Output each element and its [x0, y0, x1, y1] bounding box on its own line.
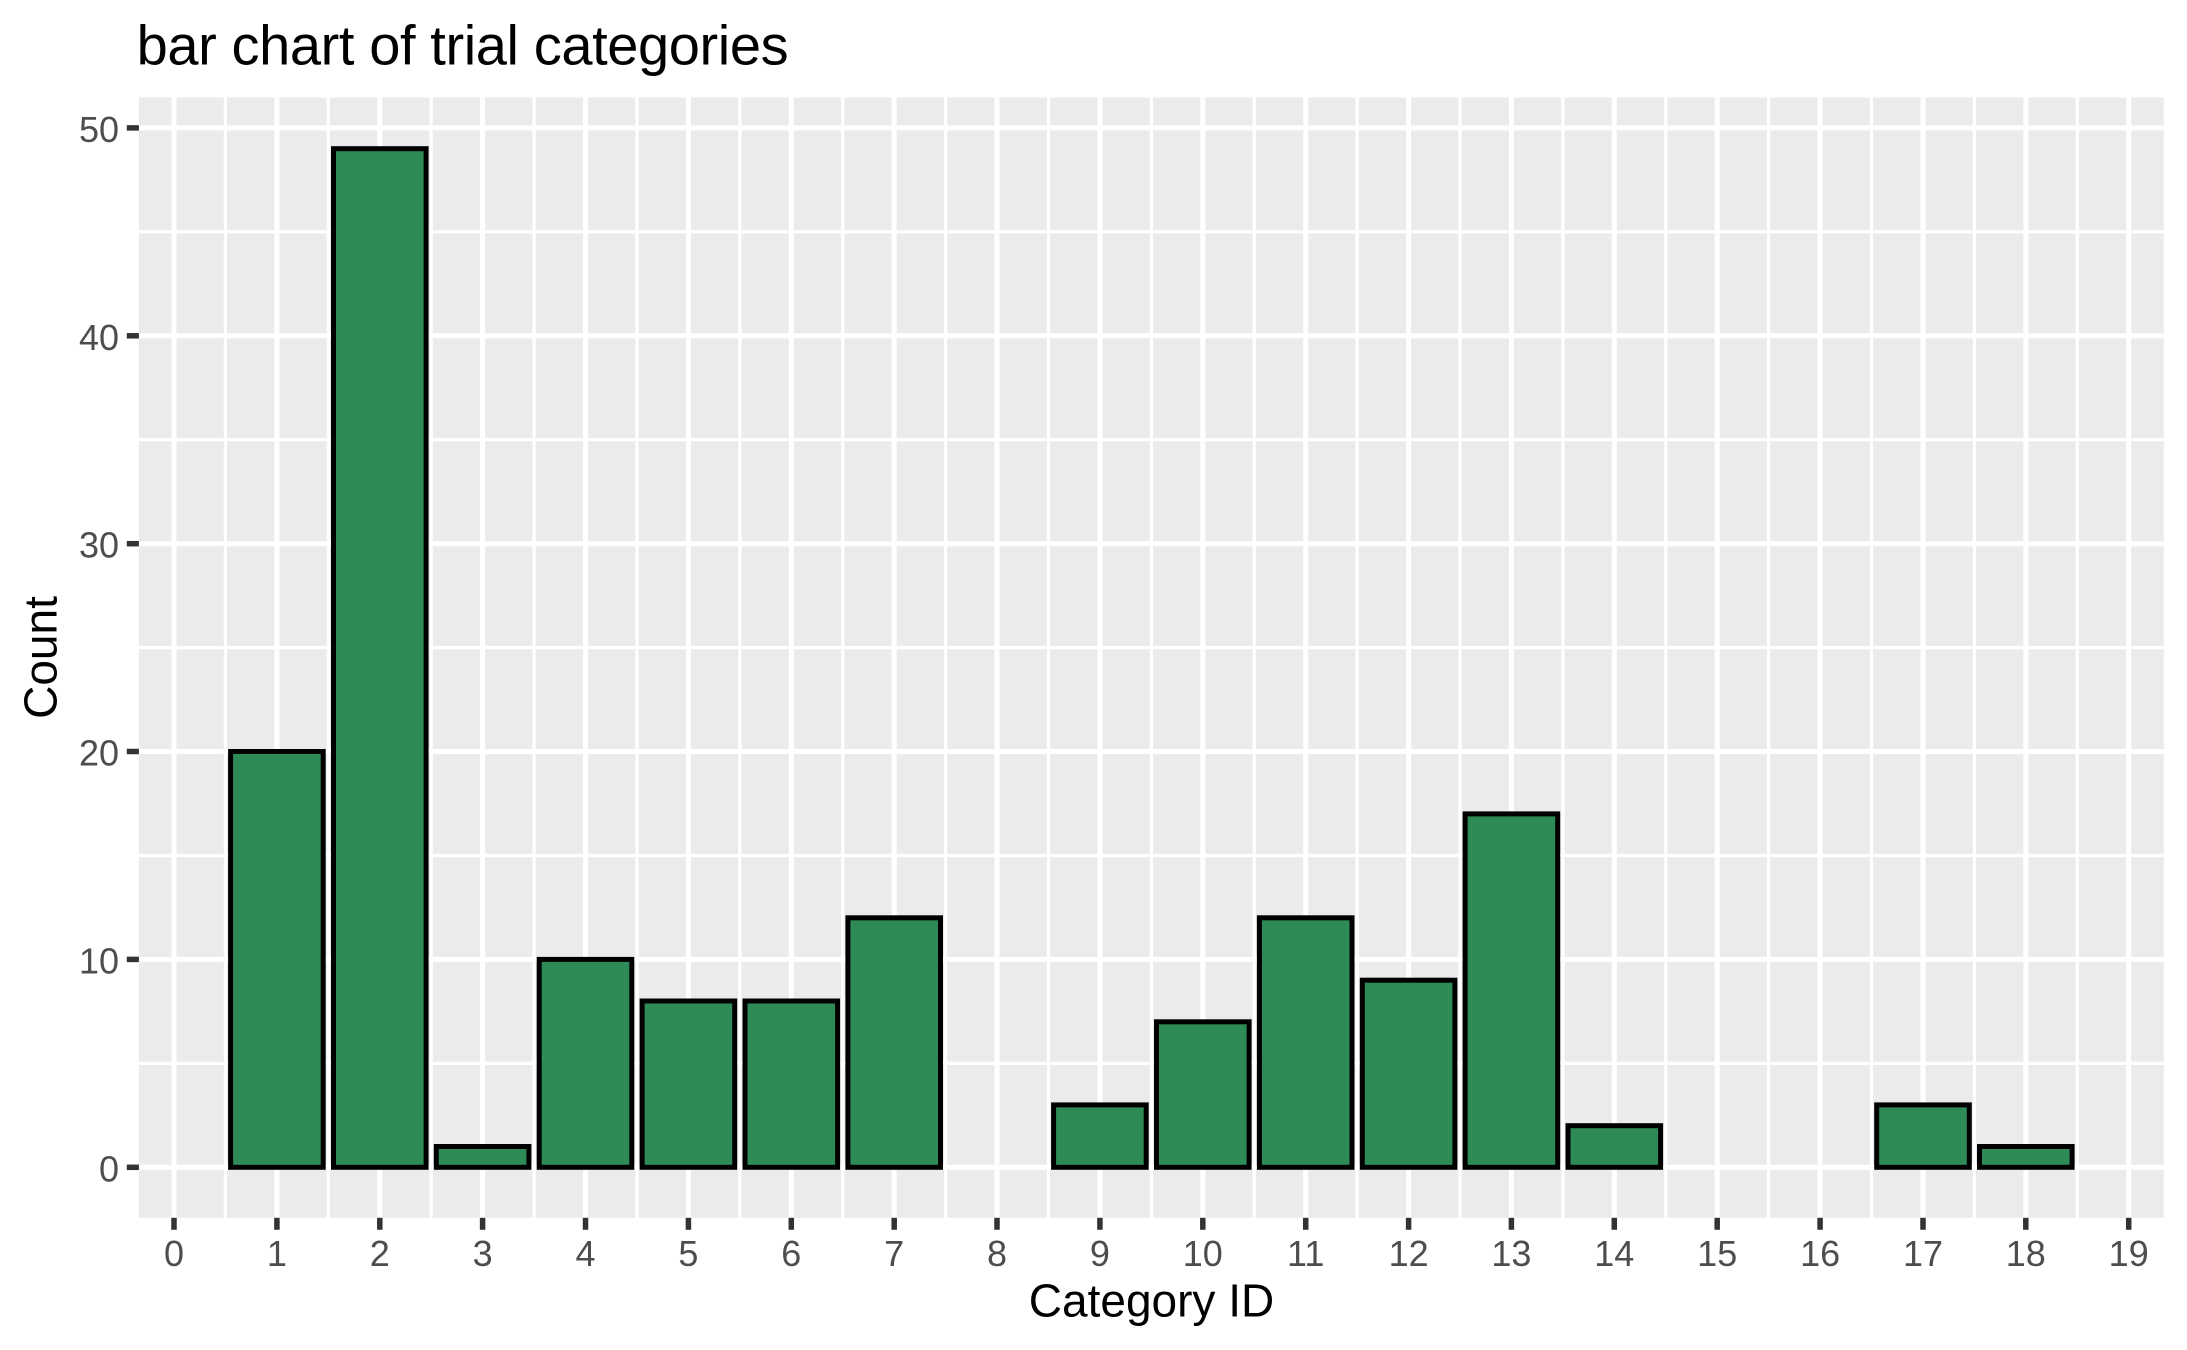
- svg-text:0: 0: [99, 1148, 119, 1189]
- svg-text:40: 40: [79, 317, 119, 358]
- svg-text:50: 50: [79, 109, 119, 150]
- svg-text:18: 18: [2006, 1233, 2046, 1274]
- svg-text:Category ID: Category ID: [1029, 1275, 1274, 1327]
- svg-text:11: 11: [1287, 1233, 1324, 1274]
- svg-text:7: 7: [884, 1233, 904, 1274]
- svg-text:bar chart of trial categories: bar chart of trial categories: [137, 13, 789, 76]
- svg-text:14: 14: [1594, 1233, 1634, 1274]
- svg-text:12: 12: [1389, 1233, 1429, 1274]
- svg-text:20: 20: [79, 733, 119, 774]
- svg-text:16: 16: [1800, 1233, 1840, 1274]
- svg-text:13: 13: [1491, 1233, 1531, 1274]
- svg-text:8: 8: [987, 1233, 1007, 1274]
- svg-text:Count: Count: [15, 596, 67, 719]
- svg-text:3: 3: [473, 1233, 493, 1274]
- svg-text:1: 1: [267, 1233, 287, 1274]
- svg-text:17: 17: [1903, 1233, 1943, 1274]
- svg-text:4: 4: [575, 1233, 595, 1274]
- svg-text:30: 30: [79, 525, 119, 566]
- svg-text:6: 6: [781, 1233, 801, 1274]
- svg-text:19: 19: [2109, 1233, 2149, 1274]
- svg-text:5: 5: [678, 1233, 698, 1274]
- svg-text:2: 2: [370, 1233, 390, 1274]
- svg-text:10: 10: [79, 940, 119, 981]
- svg-text:10: 10: [1183, 1233, 1223, 1274]
- svg-text:0: 0: [164, 1233, 184, 1274]
- svg-text:9: 9: [1090, 1233, 1110, 1274]
- svg-text:15: 15: [1697, 1233, 1737, 1274]
